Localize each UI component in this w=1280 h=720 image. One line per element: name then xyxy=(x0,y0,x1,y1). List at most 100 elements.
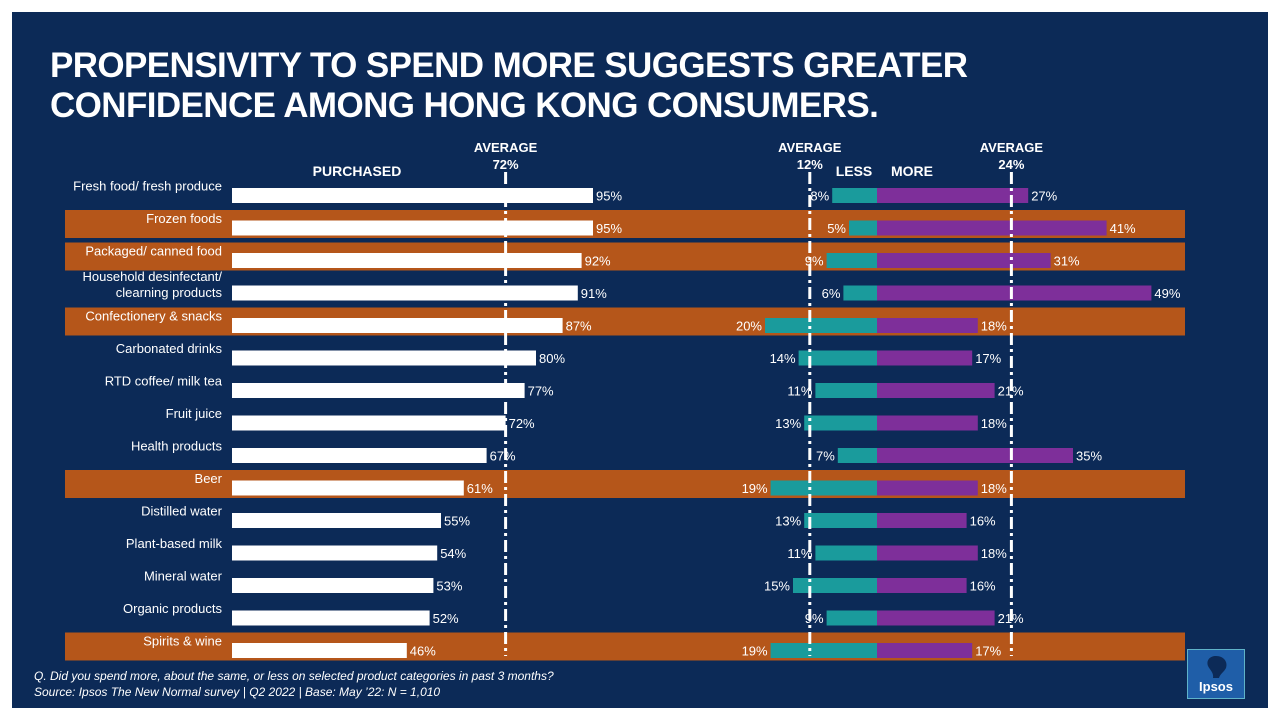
purchased-value-label: 92% xyxy=(585,254,611,269)
more-value-label: 31% xyxy=(1054,254,1080,269)
slide-title: Propensivity to spend more suggests grea… xyxy=(50,46,1050,126)
more-bar xyxy=(877,448,1073,463)
ipsos-logo-mark xyxy=(1207,656,1227,678)
purchase-spend-chart: Fresh food/ fresh produce 95% 8% 27% Frozen … xyxy=(65,140,1185,661)
less-bar xyxy=(849,220,877,236)
more-value-label: 18% xyxy=(981,416,1007,431)
less-value-label: 7% xyxy=(816,449,835,464)
purchased-value-label: 54% xyxy=(440,546,466,561)
less-header: LESS xyxy=(836,163,873,179)
category-label: Carbonated drinks xyxy=(116,341,223,356)
average-label: AVERAGE xyxy=(474,140,538,155)
purchased-bar xyxy=(232,578,434,593)
ipsos-logo: Ipsos xyxy=(1187,649,1245,699)
more-value-label: 17% xyxy=(975,644,1001,659)
more-value-label: 17% xyxy=(975,351,1001,366)
more-bar xyxy=(877,415,978,431)
average-label: AVERAGE xyxy=(980,140,1044,155)
less-value-label: 19% xyxy=(742,481,768,496)
more-value-label: 49% xyxy=(1154,286,1180,301)
purchased-bar xyxy=(232,285,578,301)
category-label: Spirits & wine xyxy=(143,634,222,649)
purchased-bar xyxy=(232,448,487,463)
purchased-value-label: 61% xyxy=(467,481,493,496)
less-value-label: 13% xyxy=(775,514,801,529)
category-label: Mineral water xyxy=(144,569,223,584)
purchased-value-label: 87% xyxy=(566,319,592,334)
more-value-label: 16% xyxy=(970,579,996,594)
more-bar xyxy=(877,610,995,626)
less-value-label: 5% xyxy=(827,221,846,236)
slide: Propensivity to spend more suggests grea… xyxy=(12,12,1268,708)
less-value-label: 9% xyxy=(805,254,824,269)
less-value-label: 20% xyxy=(736,319,762,334)
less-bar xyxy=(770,480,877,496)
less-value-label: 6% xyxy=(822,286,841,301)
more-bar xyxy=(877,253,1051,268)
purchased-value-label: 52% xyxy=(433,611,459,626)
less-bar xyxy=(770,643,877,658)
category-label: Fresh food/ fresh produce xyxy=(73,179,222,194)
more-value-label: 27% xyxy=(1031,189,1057,204)
more-value-label: 35% xyxy=(1076,449,1102,464)
less-bar xyxy=(765,318,877,333)
less-bar xyxy=(793,578,877,593)
less-value-label: 8% xyxy=(810,189,829,204)
footnote-source: Source: Ipsos The New Normal survey | Q2… xyxy=(34,685,441,699)
average-value-label: 12% xyxy=(797,157,823,172)
average-label: AVERAGE xyxy=(778,140,842,155)
purchased-value-label: 95% xyxy=(596,221,622,236)
category-label: clearning products xyxy=(116,285,223,300)
purchased-bar xyxy=(232,610,430,626)
more-bar xyxy=(877,220,1107,236)
purchased-value-label: 72% xyxy=(509,416,535,431)
purchased-bar xyxy=(232,188,593,203)
purchased-bar xyxy=(232,643,407,658)
footnote-question: Q. Did you spend more, about the same, o… xyxy=(34,669,554,683)
more-bar xyxy=(877,513,967,528)
less-bar xyxy=(837,448,877,463)
purchased-value-label: 67% xyxy=(490,449,516,464)
more-bar xyxy=(877,318,978,333)
more-header: MORE xyxy=(891,163,933,179)
category-label: RTD coffee/ milk tea xyxy=(105,374,223,389)
purchased-bar xyxy=(232,350,536,366)
less-value-label: 13% xyxy=(775,416,801,431)
less-bar xyxy=(815,383,877,398)
category-label: Health products xyxy=(131,439,223,454)
less-value-label: 11% xyxy=(787,546,812,561)
more-bar xyxy=(877,350,973,366)
less-bar xyxy=(815,545,877,561)
title-line-2: confidence among Hong Kong consumers. xyxy=(50,86,879,125)
purchased-bar xyxy=(232,545,438,561)
more-value-label: 18% xyxy=(981,481,1007,496)
average-value-label: 72% xyxy=(493,157,519,172)
more-bar xyxy=(877,545,978,561)
more-value-label: 18% xyxy=(981,546,1007,561)
purchased-value-label: 46% xyxy=(410,644,436,659)
purchased-bar xyxy=(232,513,441,528)
category-label: Packaged/ canned food xyxy=(85,244,222,259)
purchased-value-label: 77% xyxy=(528,384,554,399)
less-bar xyxy=(804,513,877,528)
purchased-bar xyxy=(232,383,525,398)
category-label: Frozen foods xyxy=(146,211,222,226)
category-label: Plant-based milk xyxy=(126,536,223,551)
purchased-bar xyxy=(232,415,506,431)
more-bar xyxy=(877,578,967,593)
purchased-header: PURCHASED xyxy=(313,163,402,179)
less-bar xyxy=(832,188,877,203)
more-value-label: 16% xyxy=(970,514,996,529)
less-bar xyxy=(843,285,877,301)
purchased-value-label: 53% xyxy=(436,579,462,594)
less-value-label: 11% xyxy=(787,384,812,399)
purchased-value-label: 55% xyxy=(444,514,470,529)
more-value-label: 18% xyxy=(981,319,1007,334)
category-label: Organic products xyxy=(123,601,222,616)
title-line-1: Propensivity to spend more suggests grea… xyxy=(50,46,968,85)
logo-text: Ipsos xyxy=(1199,679,1233,694)
category-label: Beer xyxy=(195,471,223,486)
more-value-label: 41% xyxy=(1110,221,1136,236)
category-label: Household desinfectant/ xyxy=(83,269,223,284)
less-bar xyxy=(798,350,877,366)
